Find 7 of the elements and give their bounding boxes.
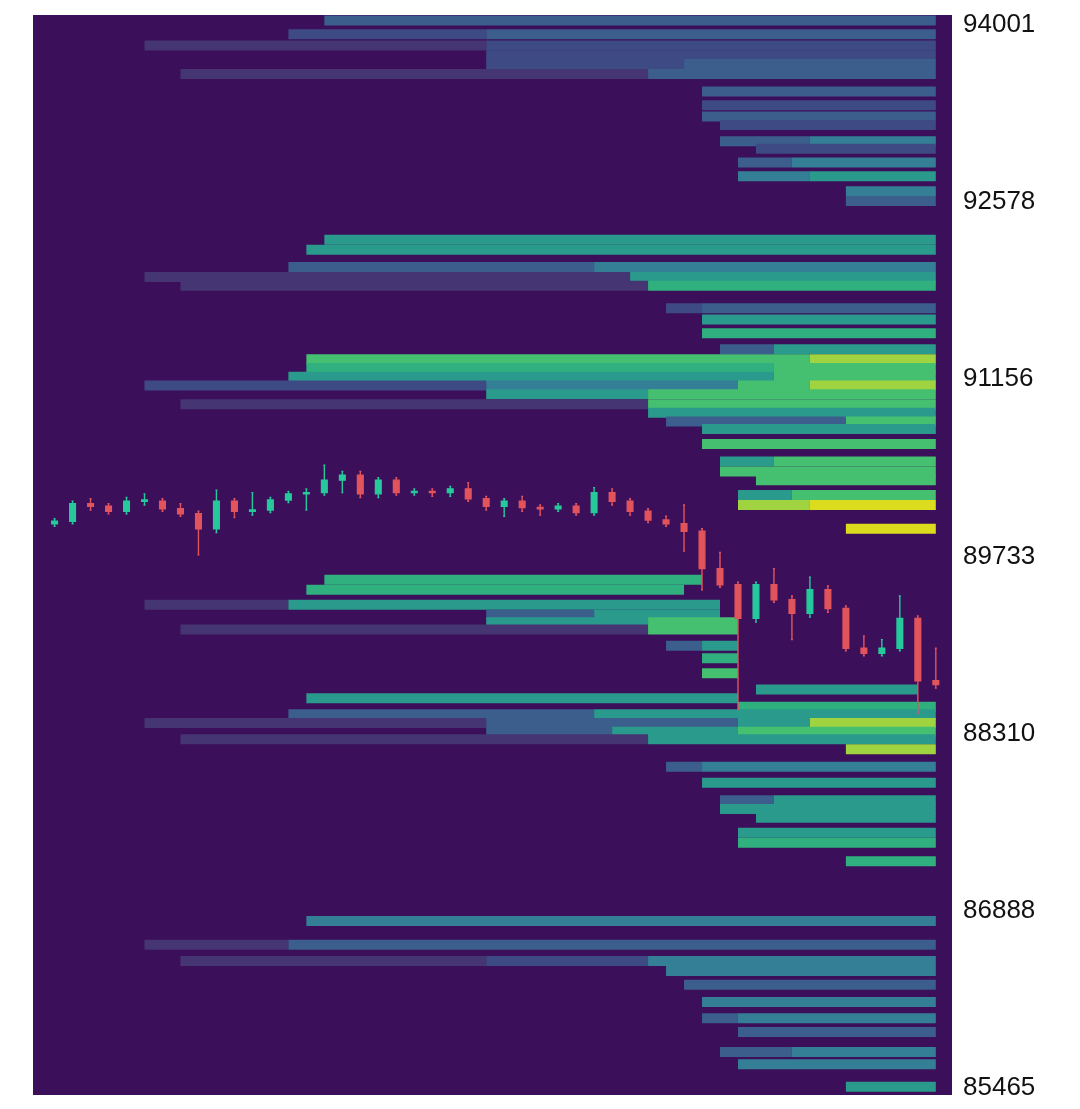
y-tick-label: 86888 — [963, 894, 1036, 924]
y-tick-label: 94001 — [963, 7, 1036, 38]
y-tick-label: 89733 — [963, 539, 1036, 570]
y-tick-label: 85465 — [963, 1071, 1036, 1102]
y-tick-label: 91156 — [963, 362, 1034, 393]
y-tick-label: 88310 — [963, 716, 1036, 747]
y-tick-label: 92578 — [963, 185, 1036, 216]
